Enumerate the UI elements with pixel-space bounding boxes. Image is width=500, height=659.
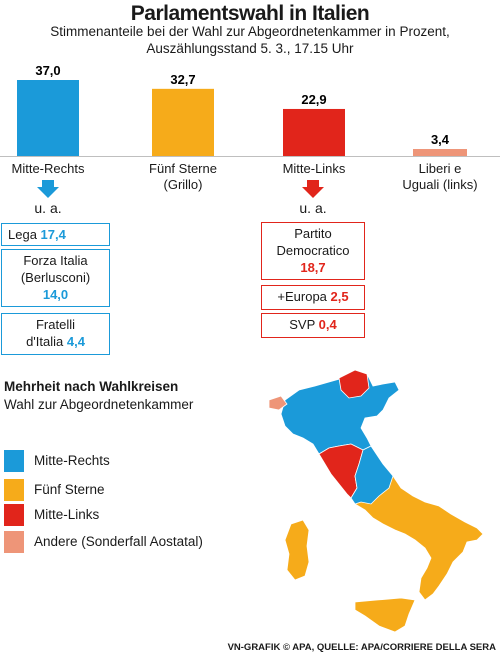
bar-value-label: 37,0: [35, 63, 60, 78]
map-central-blue: [350, 445, 394, 505]
bar-0: [17, 80, 79, 156]
forza-italia-label-line1: Forza Italia: [23, 253, 88, 268]
source-credit: VN-GRAFIK © APA, QUELLE: APA/CORRIERE DE…: [227, 642, 496, 653]
lega-label: Lega: [8, 227, 37, 242]
italy-constituency-map: [268, 369, 484, 633]
party-label: Mitte-Links: [254, 161, 374, 177]
pd-value: 18,7: [300, 260, 326, 275]
forza-italia-value: 14,0: [42, 287, 69, 302]
fratelli-value: 4,4: [66, 334, 85, 349]
party-label-line: Fünf Sterne: [149, 161, 217, 176]
chart-subtitle-line2: Auszählungsstand 5. 3., 17.15 Uhr: [146, 41, 354, 56]
bar-3: [413, 149, 467, 156]
europa-value: 2,5: [330, 289, 349, 304]
coalition-right-fratelli: Fratelli d'Italia 4,4: [1, 313, 110, 355]
coalition-left-svp: SVP 0,4: [261, 313, 365, 338]
party-label-line: Uguali (links): [402, 177, 478, 192]
fratelli-label-line2: d'Italia: [26, 334, 64, 349]
party-label-line: Mitte-Links: [282, 161, 346, 176]
bar-1: [152, 88, 214, 156]
bar-2: [283, 108, 345, 156]
bar-value-label: 32,7: [170, 72, 195, 87]
legend-label: Andere (Sonderfall Aostatal): [34, 534, 203, 549]
legend-swatch: [4, 531, 24, 553]
coalition-left-pd: Partito Democratico 18,7: [261, 222, 365, 280]
fratelli-label-line1: Fratelli: [35, 317, 75, 332]
pd-label-line2: Democratico: [276, 243, 350, 258]
legend-swatch: [4, 504, 24, 526]
coalition-right-lega: Lega 17,4: [1, 223, 110, 246]
map-aosta: [268, 395, 288, 411]
legend-swatch: [4, 479, 24, 501]
party-label: Mitte-Rechts: [0, 161, 108, 177]
map-sardinia: [284, 519, 310, 581]
party-label-line: Mitte-Rechts: [11, 161, 85, 176]
bar-value-label: 3,4: [431, 132, 450, 147]
europa-label: +Europa: [277, 289, 327, 304]
svp-label: SVP: [289, 317, 316, 332]
legend-label: Mitte-Links: [34, 507, 100, 522]
map-sicily: [354, 597, 416, 633]
arrow-down-blue-icon: [37, 180, 59, 198]
coalition-left-ua: u. a.: [299, 200, 327, 216]
svp-value: 0,4: [318, 317, 337, 332]
forza-italia-label-line2: (Berlusconi): [20, 270, 91, 285]
lega-value: 17,4: [40, 227, 66, 242]
coalition-right-ua: u. a.: [34, 200, 62, 216]
constituency-subtitle: Wahl zur Abgeordnetenkammer: [4, 397, 194, 412]
chart-subtitle-line1: Stimmenanteile bei der Wahl zur Abgeordn…: [50, 24, 450, 39]
party-label-line: Liberi e: [418, 161, 462, 176]
bar-value-label: 22,9: [301, 92, 326, 107]
party-label: Liberi e Uguali (links): [380, 161, 500, 193]
bar-chart: 37,0 32,7 22,9 3,4: [0, 63, 500, 157]
legend-swatch: [4, 450, 24, 472]
arrow-down-red-icon: [302, 180, 324, 198]
chart-title: Parlamentswahl in Italien: [130, 2, 370, 25]
party-label-line: (Grillo): [163, 177, 203, 192]
pd-label-line1: Partito: [294, 226, 332, 241]
constituency-title: Mehrheit nach Wahlkreisen: [4, 379, 179, 394]
legend-label: Fünf Sterne: [34, 482, 105, 497]
legend-label: Mitte-Rechts: [34, 453, 110, 468]
coalition-right-forza-italia: Forza Italia (Berlusconi) 14,0: [1, 249, 110, 307]
coalition-left-europa: +Europa 2,5: [261, 285, 365, 310]
party-label: Fünf Sterne (Grillo): [123, 161, 243, 193]
map-south-tyrol-red: [338, 369, 370, 399]
